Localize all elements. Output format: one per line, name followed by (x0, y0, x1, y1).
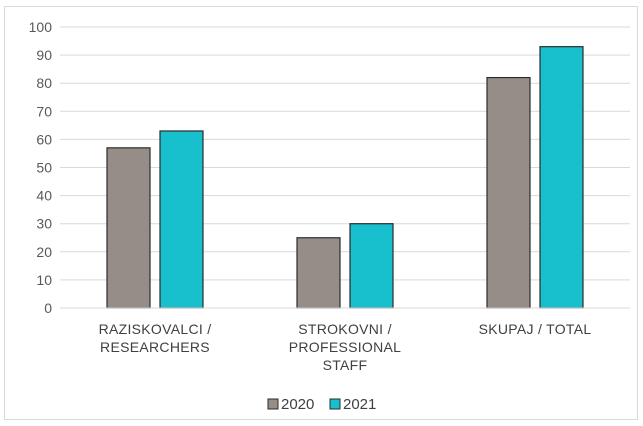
y-tick-label: 20 (36, 244, 52, 260)
y-tick-label: 100 (29, 19, 53, 35)
y-tick-label: 50 (36, 160, 52, 176)
bar-2020-2 (486, 76, 531, 309)
legend-swatch-2021 (329, 398, 341, 410)
y-tick-label: 10 (36, 272, 52, 288)
bar-2020-0 (106, 147, 151, 309)
x-category-label: SKUPAJ / TOTAL (479, 321, 592, 337)
legend-label-2021: 2021 (343, 396, 376, 413)
y-tick-label: 80 (36, 75, 52, 91)
y-tick-label: 60 (36, 131, 52, 147)
y-tick-label: 30 (36, 216, 52, 232)
bar-2021-1 (349, 223, 394, 309)
legend-label-2020: 2020 (281, 396, 314, 413)
x-category-label: STAFF (323, 357, 368, 373)
y-tick-label: 70 (36, 103, 52, 119)
x-category-label: STROKOVNI / (298, 321, 392, 337)
legend-swatch-2020 (267, 398, 279, 410)
x-category-label: PROFESSIONAL (289, 339, 402, 355)
x-category-label: RAZISKOVALCI / (99, 321, 212, 337)
x-category-label: RESEARCHERS (100, 339, 210, 355)
y-tick-label: 90 (36, 47, 52, 63)
y-tick-label: 0 (44, 300, 52, 316)
bar-2020-1 (296, 237, 341, 309)
y-tick-label: 40 (36, 188, 52, 204)
bar-2021-2 (539, 46, 584, 309)
bar-2021-0 (159, 130, 204, 309)
